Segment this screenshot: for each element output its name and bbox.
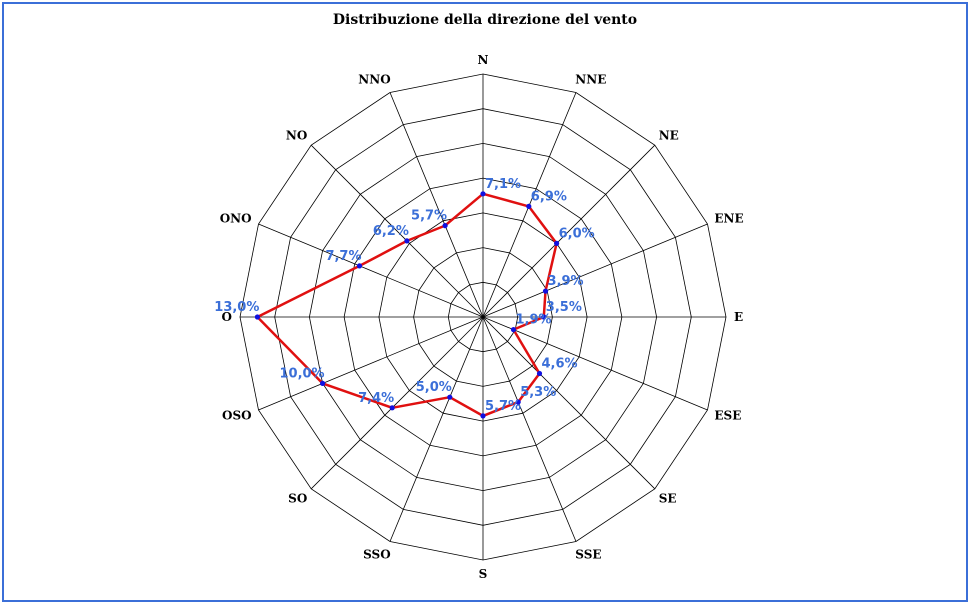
direction-label: S	[479, 567, 488, 581]
value-label: 10,0%	[279, 366, 324, 381]
data-point	[404, 238, 410, 244]
axis-spoke	[482, 316, 708, 411]
value-label: 5,3%	[520, 385, 556, 400]
direction-label: ESE	[714, 408, 741, 422]
data-point	[541, 314, 547, 320]
value-label: 7,1%	[485, 177, 521, 192]
value-label: 3,5%	[546, 300, 582, 315]
direction-label: NNE	[575, 73, 606, 87]
axis-spoke	[482, 316, 656, 490]
data-point	[254, 314, 260, 320]
axis-spoke	[258, 316, 484, 411]
direction-label: ONO	[220, 212, 252, 226]
data-point	[447, 394, 453, 400]
value-label: 5,7%	[411, 209, 447, 224]
value-label: 5,7%	[485, 399, 521, 414]
chart-title: Distribuzione della direzione del vento	[332, 12, 638, 28]
axis-spoke	[482, 223, 708, 318]
axis-spoke	[258, 223, 484, 318]
direction-label: SO	[288, 492, 307, 506]
direction-label: N	[478, 53, 489, 67]
value-label: 3,9%	[548, 274, 584, 289]
value-label: 6,9%	[531, 189, 567, 204]
data-point	[442, 223, 448, 229]
value-label: 6,2%	[373, 224, 409, 239]
axis-spoke	[310, 144, 484, 318]
direction-label: NE	[659, 128, 679, 142]
value-label: 7,4%	[358, 391, 394, 406]
direction-label: E	[734, 310, 743, 324]
direction-label: OSO	[222, 408, 252, 422]
data-point	[510, 327, 517, 333]
data-point	[542, 288, 549, 294]
data-point	[389, 405, 395, 411]
value-label: 5,0%	[416, 380, 452, 395]
direction-label: NNO	[358, 73, 390, 87]
data-point	[480, 191, 486, 197]
axis-spoke	[310, 316, 484, 490]
data-point	[480, 413, 486, 419]
data-point	[536, 370, 543, 377]
value-label: 13,0%	[214, 300, 259, 315]
direction-label: O	[222, 310, 232, 324]
data-point	[356, 263, 363, 269]
axis-spoke	[389, 316, 484, 542]
data-point	[526, 203, 532, 209]
data-point	[554, 240, 560, 246]
axis-spoke	[482, 144, 656, 318]
axis-spoke	[482, 316, 577, 542]
value-label: 4,6%	[542, 357, 578, 372]
value-label: 7,7%	[325, 249, 361, 264]
direction-label: NO	[286, 128, 307, 142]
direction-label: SE	[659, 492, 677, 506]
data-point	[515, 399, 521, 405]
value-label: 1,9%	[516, 313, 552, 328]
direction-label: SSE	[575, 547, 601, 561]
value-label: 6,0%	[559, 226, 595, 241]
direction-label: ENE	[714, 212, 743, 226]
data-point	[320, 380, 326, 386]
axis-spoke	[389, 92, 484, 318]
radar-chart: N NNE NE ENE E ESE SE SSE S SSO SO OSO O ONO NO NNO 7,1%…	[214, 53, 743, 581]
direction-label: SSO	[363, 547, 391, 561]
